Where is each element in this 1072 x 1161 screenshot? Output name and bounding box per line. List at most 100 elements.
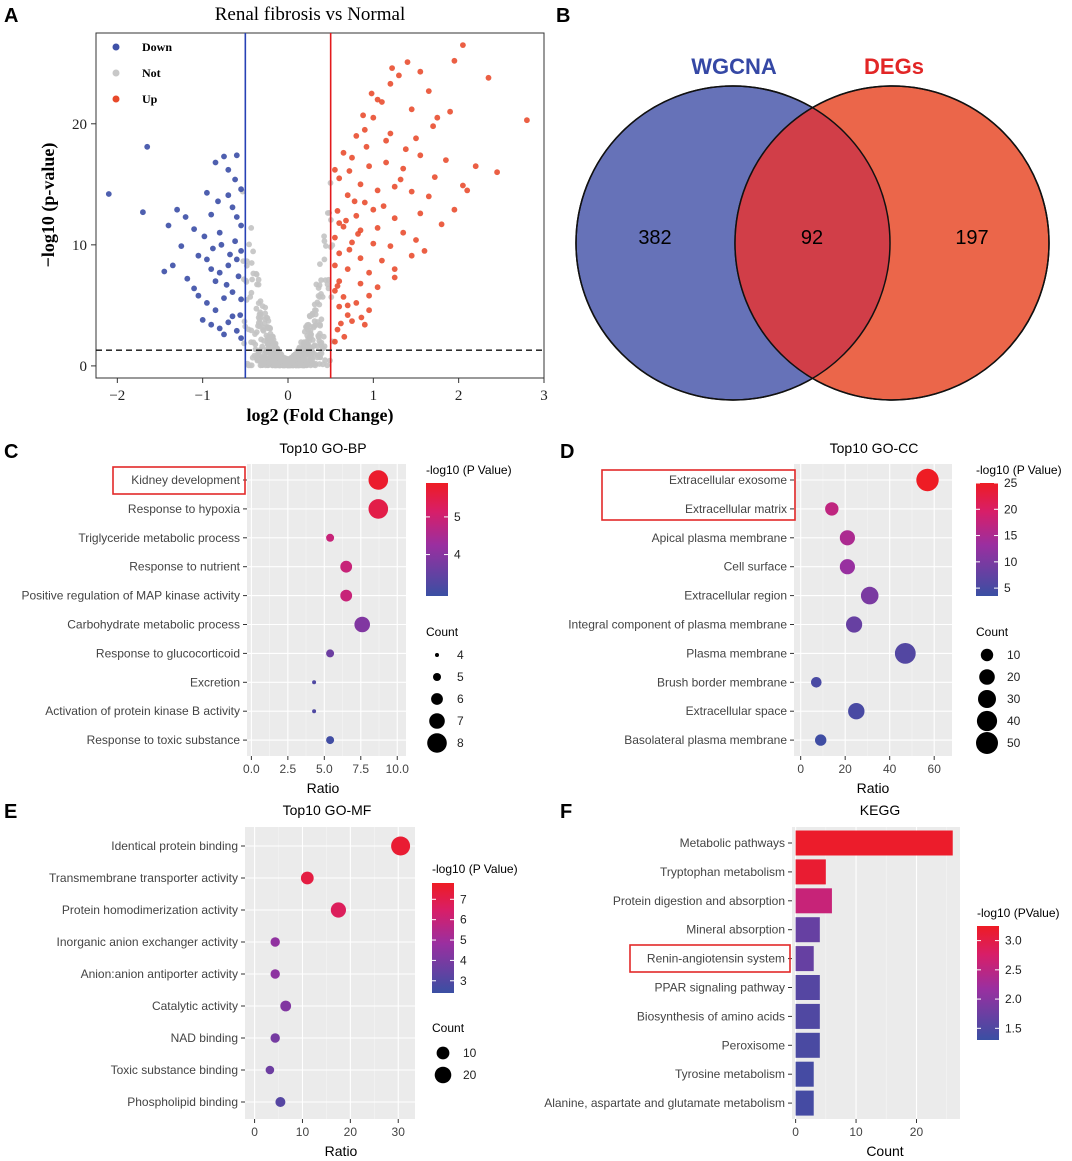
volcano-point-not [249, 277, 255, 283]
kegg-category-label: Biosynthesis of amino acids [637, 1009, 785, 1023]
go-cc-dotplot: Top10 GO-CC 0 20 40 60Extracellular exosome… [568, 440, 1061, 796]
volcano-point-up [366, 293, 372, 299]
go-cc-xtick-label: 60 [928, 762, 942, 776]
kegg-bar [796, 888, 832, 913]
kegg-bar [796, 975, 820, 1000]
volcano-point-down [208, 212, 214, 218]
go-bp-dot [340, 561, 352, 573]
go-bp-xtick-label: 0.0 [243, 762, 260, 776]
go-mf-xtick-label: 30 [392, 1125, 406, 1139]
volcano-point-not [312, 318, 318, 324]
volcano-xtick-label: 2 [455, 388, 463, 404]
volcano-point-not [246, 242, 252, 248]
kegg-colorbar-label: 3.0 [1005, 934, 1022, 948]
volcano-point-up [434, 115, 440, 121]
go-cc-colorbar-label: 20 [1004, 502, 1018, 516]
go-bp-category-label: Positive regulation of MAP kinase activi… [21, 589, 240, 603]
volcano-point-up [335, 327, 341, 333]
go-mf-dot [280, 1001, 291, 1012]
go-bp-xtick-label: 7.5 [352, 762, 369, 776]
volcano-point-up [366, 163, 372, 169]
go-cc-size-legend-label: 10 [1007, 648, 1021, 662]
kegg-xlabel: Count [866, 1143, 903, 1159]
volcano-point-up [375, 284, 381, 290]
panel-letter-c: C [4, 441, 18, 463]
go-cc-category-label: Apical plasma membrane [652, 531, 788, 545]
go-cc-dot [846, 616, 862, 632]
go-mf-title: Top10 GO-MF [283, 802, 372, 818]
volcano-point-up [392, 266, 398, 272]
volcano-point-up [417, 69, 423, 75]
go-mf-category-label: Inorganic anion exchanger activity [57, 935, 238, 949]
volcano-point-down [196, 253, 202, 259]
panel-letter-f: F [560, 801, 572, 823]
volcano-point-up [338, 321, 344, 327]
go-bp-size-legend-dot [429, 713, 445, 729]
volcano-point-not [262, 316, 268, 322]
go-mf-colorbar-label: 4 [460, 953, 467, 967]
go-mf-size-legend-title: Count [432, 1021, 465, 1035]
volcano-point-down [238, 335, 244, 341]
volcano-point-up [341, 294, 347, 300]
kegg-plot: 0 10 20Metabolic pathwaysTryptophan metabo… [544, 827, 960, 1139]
volcano-point-not [310, 361, 316, 367]
volcano-point-down [234, 152, 240, 158]
volcano-point-down [217, 230, 223, 236]
volcano-point-not [265, 325, 271, 331]
go-bp-size-legend: 45678 [427, 648, 464, 753]
volcano-point-up [409, 253, 415, 259]
volcano-point-down [166, 223, 172, 229]
go-mf-plot: 0 10 20 30Identical protein bindingTransmem… [49, 827, 415, 1139]
go-cc-category-label: Extracellular region [684, 589, 787, 603]
volcano-point-up [332, 339, 338, 345]
go-bp-dot [354, 617, 370, 633]
panel-letter-a: A [4, 5, 18, 27]
volcano-point-not [248, 339, 254, 345]
kegg-bar [796, 917, 820, 942]
volcano-point-up [358, 281, 364, 287]
go-bp-category-label: Response to glucocorticoid [96, 646, 240, 660]
go-mf-category-label: Transmembrane transporter activity [49, 871, 238, 885]
go-cc-plot: 0 20 40 60Extracellular exosomeExtracellula… [568, 464, 952, 776]
volcano-point-not [248, 225, 254, 231]
go-mf-dot [391, 837, 410, 856]
volcano-xtick-label: 0 [284, 388, 292, 404]
volcano-point-up [335, 208, 341, 214]
go-mf-xtick-label: 0 [251, 1125, 258, 1139]
volcano-point-up [362, 127, 368, 133]
kegg-colorbar-label: 2.5 [1005, 963, 1022, 977]
volcano-plot: Renal fibrosis vs Normal −2 −1 0 1 2 3 0 10 20 l… [38, 4, 548, 426]
volcano-point-down [106, 191, 112, 197]
volcano-point-up [392, 275, 398, 281]
volcano-point-not [250, 249, 256, 255]
volcano-point-down [238, 296, 244, 302]
volcano-point-not [257, 309, 263, 315]
volcano-point-down [213, 278, 219, 284]
go-bp-category-label: Activation of protein kinase B activity [45, 704, 240, 718]
volcano-point-not [303, 325, 309, 331]
volcano-point-up [375, 188, 381, 194]
volcano-point-down [221, 154, 227, 160]
volcano-ylabel: −log10 (p-value) [38, 143, 59, 268]
volcano-point-up [452, 58, 458, 64]
go-cc-size-legend-label: 50 [1007, 736, 1021, 750]
volcano-point-not [313, 312, 319, 318]
volcano-xtick-label: 3 [540, 388, 548, 404]
go-mf-dot [266, 1066, 275, 1075]
go-cc-dot [811, 677, 822, 688]
volcano-point-down [144, 144, 150, 150]
volcano-point-down [219, 242, 225, 248]
volcano-point-down [161, 269, 167, 275]
go-cc-size-legend-label: 30 [1007, 692, 1021, 706]
go-mf-size-legend-label: 10 [463, 1046, 477, 1060]
volcano-point-not [320, 294, 326, 300]
legend-down-label: Down [142, 40, 172, 54]
go-cc-dot [825, 502, 838, 515]
volcano-point-up [388, 243, 394, 249]
volcano-point-not [256, 277, 262, 283]
panel-letter-e: E [4, 801, 17, 823]
kegg-bar [796, 1062, 814, 1087]
kegg-colorbar-label: 1.5 [1005, 1021, 1022, 1035]
volcano-point-down [200, 317, 206, 323]
volcano-point-down [225, 167, 231, 173]
